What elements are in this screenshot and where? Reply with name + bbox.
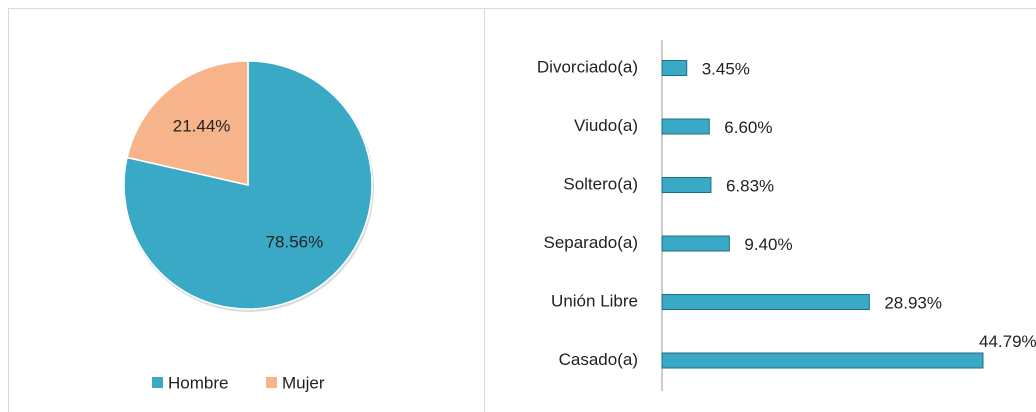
legend-swatch xyxy=(266,377,277,388)
value-label: 44.79% xyxy=(979,332,1036,351)
value-label: 6.60% xyxy=(724,118,772,137)
slice-label: 78.56% xyxy=(266,233,324,252)
bar xyxy=(661,60,688,76)
y-tick-label: Unión Libre xyxy=(551,291,638,310)
bar xyxy=(661,235,730,252)
y-tick-label: Divorciado(a) xyxy=(537,57,638,76)
legend-swatch xyxy=(152,377,163,388)
bar xyxy=(661,352,984,369)
bar xyxy=(661,177,712,193)
y-tick-label: Casado(a) xyxy=(559,350,638,369)
value-label: 9.40% xyxy=(744,235,792,254)
slice-label: 21.44% xyxy=(173,116,231,135)
legend-label: Hombre xyxy=(168,373,228,392)
bar-panel xyxy=(484,8,1036,412)
y-tick-label: Viudo(a) xyxy=(574,116,638,135)
bar xyxy=(661,118,710,135)
y-tick-label: Separado(a) xyxy=(543,233,638,252)
value-label: 6.83% xyxy=(726,176,774,195)
legend-label: Mujer xyxy=(282,373,325,392)
bar xyxy=(661,294,870,310)
y-tick-label: Soltero(a) xyxy=(563,174,638,193)
pie-slice xyxy=(126,60,249,186)
value-label: 3.45% xyxy=(702,59,750,78)
value-label: 28.93% xyxy=(884,293,942,312)
